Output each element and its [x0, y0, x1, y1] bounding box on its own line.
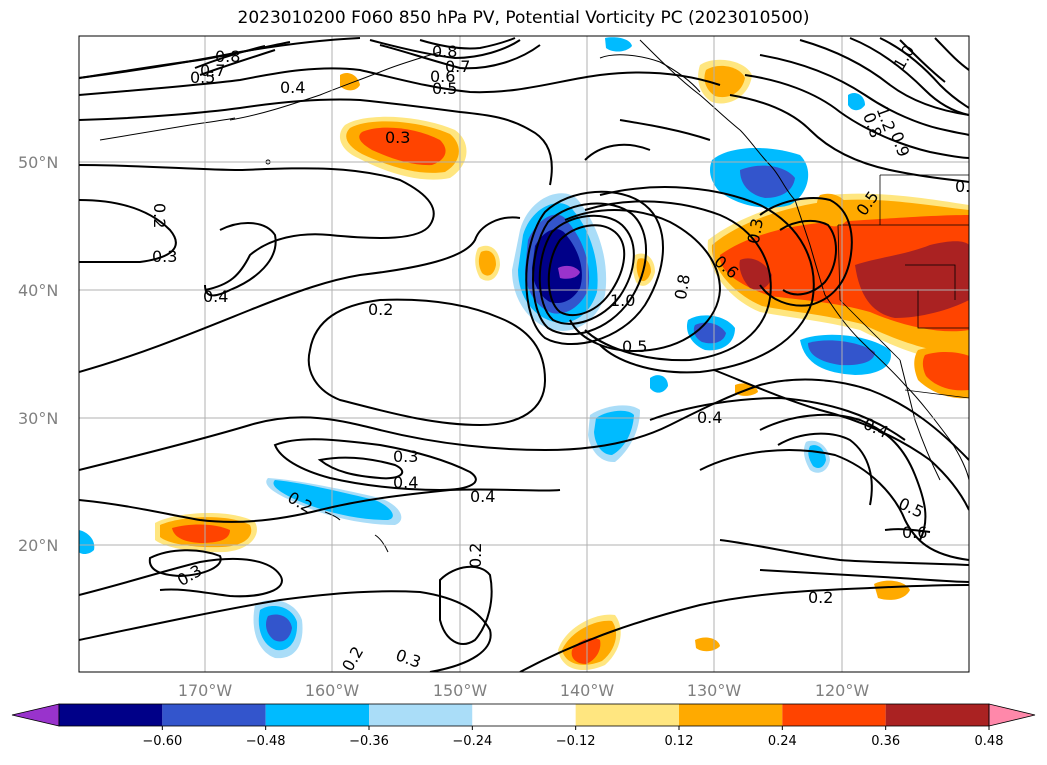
contour-label: 0.8: [955, 177, 980, 196]
contour-label: 0.2: [466, 543, 485, 568]
coastlines: [99, 39, 969, 553]
colorbar-segment: [575, 704, 679, 726]
colorbar-segment: [679, 704, 783, 726]
anomaly-shade: [558, 265, 580, 279]
colorbar-extend-max: [988, 703, 1036, 727]
lat-tick-labels: 50°N 40°N 30°N 20°N: [18, 153, 58, 555]
contour-label: 0.7: [200, 61, 225, 80]
colorbar-segment: [59, 704, 163, 726]
contour-label: 0.3: [152, 247, 177, 266]
contour-lines: [79, 37, 969, 672]
map-title: 2023010200 F060 850 hPa PV, Potential Vo…: [237, 8, 810, 28]
lat-label-40: 40°N: [18, 281, 58, 300]
lon-label-130w: 130°W: [687, 681, 742, 700]
contour-label: 0.4: [393, 473, 418, 492]
contour-label: 0.3: [744, 217, 767, 245]
contour-label: 0.8: [671, 273, 694, 301]
anomaly-shade: [650, 375, 668, 393]
contour-label: 1.0: [610, 291, 635, 310]
colorbar-tick-label: 0.36: [871, 734, 900, 749]
contour-label: 0.6: [902, 523, 927, 542]
colorbar-labels: −0.60 −0.48 −0.36 −0.24 −0.12 0.12 0.24 0.36 0.4…: [142, 726, 1004, 749]
anomaly-shade: [704, 65, 745, 98]
colorbar-tick-label: 0.24: [768, 734, 797, 749]
anomaly-shade: [266, 614, 292, 642]
anomaly-shade: [848, 93, 865, 111]
lon-label-140w: 140°W: [560, 681, 615, 700]
colorbar-tick-label: −0.24: [452, 734, 492, 749]
colorbar-frame: [58, 703, 990, 727]
anomaly-shade: [172, 524, 230, 543]
lon-label-170w: 170°W: [178, 681, 233, 700]
contour-label: 0.3: [393, 447, 418, 466]
colorbar-segment: [265, 704, 369, 726]
colorbar-tick-label: −0.60: [142, 734, 182, 749]
contour-label: 0.8: [215, 47, 240, 66]
anomaly-shade: [594, 410, 634, 455]
gridlines: [79, 36, 969, 672]
colorbar-segment: [885, 704, 989, 726]
anomaly-shade: [340, 73, 360, 91]
anomaly-shade: [855, 241, 969, 318]
anomaly-shade: [478, 250, 496, 276]
colorbar-extend-min: [11, 703, 60, 727]
lon-tick-labels: 170°W 160°W 150°W 140°W 130°W 120°W: [178, 681, 870, 700]
lat-label-20: 20°N: [18, 536, 58, 555]
colorbar-segments: [11, 703, 1036, 727]
contour-label: 0.8: [432, 42, 457, 61]
contour-label-group: 0.8 0.7 0.5 0.8 0.7 0.6 0.5 0.4 0.3 0.2 …: [150, 42, 980, 672]
lon-label-120w: 120°W: [815, 681, 870, 700]
contour-label: 0.2: [150, 203, 169, 228]
lat-label-50: 50°N: [18, 153, 58, 172]
anomaly-shade: [922, 352, 969, 391]
anomaly-shade: [605, 37, 632, 52]
lat-label-30: 30°N: [18, 409, 58, 428]
contour-label: 0.4: [203, 287, 228, 306]
contour-label: 0.4: [697, 408, 722, 427]
colorbar-segment: [369, 704, 473, 726]
colorbar-tick-label: 0.12: [665, 734, 694, 749]
anomaly-shade: [273, 480, 393, 520]
contour-label: 0.2: [368, 300, 393, 319]
plot-area: 0.8 0.7 0.5 0.8 0.7 0.6 0.5 0.4 0.3 0.2 …: [79, 36, 980, 672]
colorbar-tick-label: 0.48: [975, 734, 1004, 749]
plot-frame: [78, 35, 970, 673]
lon-label-160w: 160°W: [305, 681, 360, 700]
colorbar: −0.60 −0.48 −0.36 −0.24 −0.12 0.12 0.24 0.36 0.4…: [11, 703, 1036, 749]
contour-label: 0.4: [280, 78, 305, 97]
borders: [837, 174, 969, 399]
anomaly-shade: [739, 258, 772, 290]
colorbar-segment: [472, 704, 576, 726]
contour-label: 0.5: [190, 68, 215, 87]
colorbar-tick-label: −0.36: [349, 734, 389, 749]
contour-label: 0.5: [432, 79, 457, 98]
contour-label: 0.5: [622, 337, 647, 356]
colorbar-tick-label: −0.12: [556, 734, 596, 749]
anomaly-shade: [359, 127, 446, 166]
contour-label: 0.2: [808, 588, 833, 607]
colorbar-segment: [782, 704, 886, 726]
anomaly-shade: [874, 580, 910, 600]
anomaly-shade: [740, 165, 795, 198]
contour-label: 0.4: [470, 487, 495, 506]
contour-label: 0.3: [385, 128, 410, 147]
lon-label-150w: 150°W: [433, 681, 488, 700]
anomaly-shade: [79, 530, 95, 554]
colorbar-tick-label: −0.48: [246, 734, 286, 749]
colorbar-segment: [162, 704, 266, 726]
contour-label: 0.6: [430, 67, 455, 86]
contour-label: 0.7: [445, 57, 470, 76]
